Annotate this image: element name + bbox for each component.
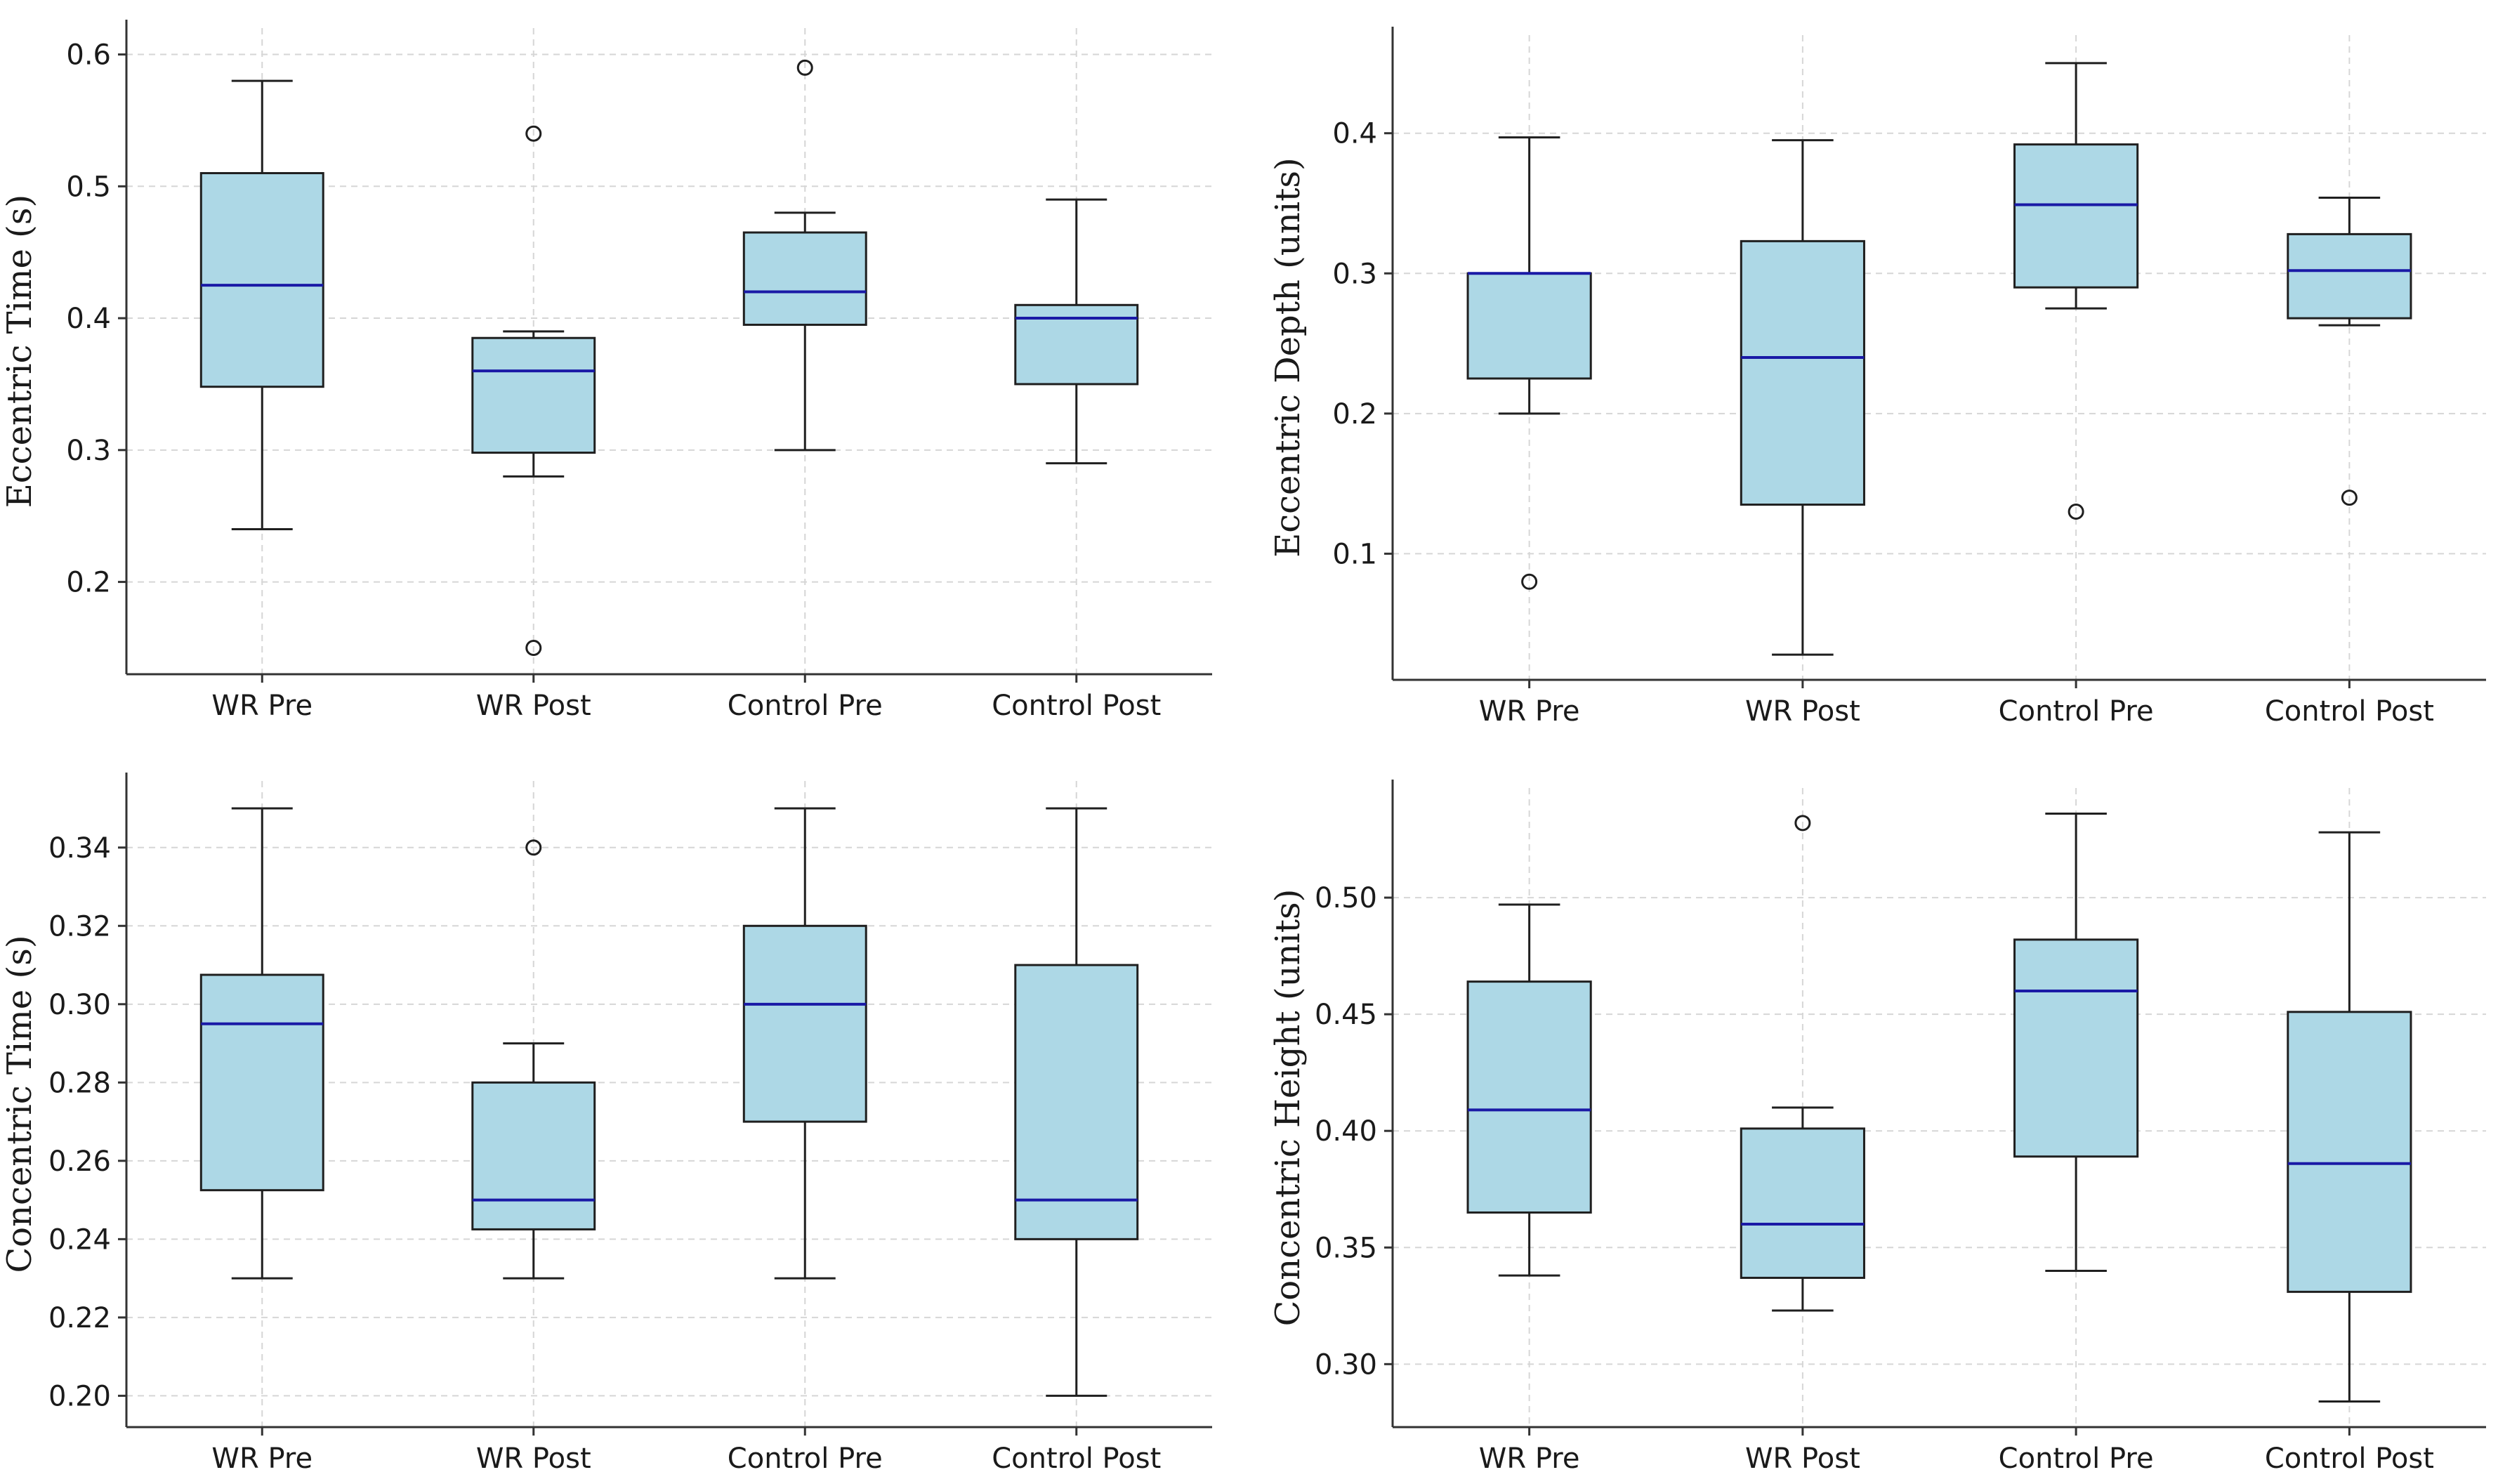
y-tick-label: 0.24 (48, 1223, 111, 1256)
y-tick-label: 0.40 (1315, 1115, 1377, 1148)
y-tick-label: 0.30 (1315, 1348, 1377, 1381)
outlier-point (1794, 815, 1811, 832)
y-tick-label: 0.30 (48, 989, 111, 1021)
y-tick-label: 0.34 (48, 832, 111, 865)
y-tick-label: 0.50 (1315, 882, 1377, 914)
outlier-point (525, 125, 542, 142)
x-tick-label: Control Pre (1999, 1443, 2154, 1475)
x-tick-label: Control Post (992, 1443, 1161, 1475)
box-iqr (1740, 1127, 1865, 1279)
x-tick-label: WR Pre (1479, 695, 1580, 728)
y-tick-label: 0.20 (48, 1380, 111, 1412)
x-tick-label: WR Pre (1479, 1443, 1580, 1475)
outlier-point (2068, 504, 2084, 520)
box-iqr (2013, 143, 2139, 289)
box-iqr (471, 1081, 596, 1230)
outlier-point (525, 839, 542, 856)
x-tick-label: Control Pre (728, 1443, 883, 1475)
box-iqr (471, 336, 596, 454)
y-axis-title: Eccentric Depth (units) (1268, 157, 1308, 557)
x-tick-label: Control Post (2265, 695, 2434, 728)
y-tick-label: 0.22 (48, 1302, 111, 1334)
box-iqr (742, 231, 867, 326)
y-tick-label: 0.6 (66, 39, 111, 72)
panel-eccentric-time: 0.2 0.3 0.4 0.5 0.6 WR Pre WR Post Control Pre C… (0, 20, 1212, 722)
box-iqr (199, 172, 324, 388)
x-tick-label: Control Post (2265, 1443, 2434, 1475)
x-tick-label: WR Pre (211, 1443, 313, 1475)
y-tick-label: 0.5 (66, 171, 111, 203)
box-iqr (742, 924, 867, 1123)
y-tick-label: 0.45 (1315, 999, 1377, 1031)
y-tick-label: 0.3 (1332, 258, 1377, 290)
y-tick-label: 0.32 (48, 910, 111, 943)
panel-eccentric-depth: 0.1 0.2 0.3 0.4 WR Pre WR Post Control Pre Cont… (1268, 27, 2486, 728)
y-tick-label: 0.26 (48, 1145, 111, 1178)
outlier-point (1521, 573, 1538, 590)
box-iqr (1740, 239, 1865, 506)
box-iqr (2287, 232, 2412, 320)
box-iqr (2287, 1011, 2412, 1293)
box-iqr (2013, 938, 2139, 1158)
box-iqr (199, 973, 324, 1192)
panel-concentric-height: 0.30 0.35 0.40 0.45 0.50 WR Pre WR Post Control… (1268, 780, 2486, 1475)
x-tick-label: WR Pre (211, 690, 313, 722)
box-iqr (1014, 964, 1139, 1240)
y-tick-label: 0.4 (66, 303, 111, 335)
y-tick-label: 0.28 (48, 1067, 111, 1099)
x-tick-label: Control Pre (1999, 695, 2154, 728)
y-tick-label: 0.2 (66, 567, 111, 599)
y-axis-title: Concentric Height (units) (1268, 889, 1308, 1327)
box-iqr (1466, 980, 1592, 1214)
box-iqr (1466, 272, 1592, 380)
outlier-point (525, 639, 542, 656)
outlier-point (2341, 490, 2358, 506)
y-axis-title: Concentric Time (s) (0, 935, 39, 1273)
x-tick-label: WR Post (1745, 695, 1860, 728)
x-tick-label: WR Post (1745, 1443, 1860, 1475)
y-tick-label: 0.35 (1315, 1232, 1377, 1264)
outlier-point (796, 59, 813, 76)
y-axis-title: Eccentric Time (s) (0, 195, 39, 508)
y-tick-label: 0.1 (1332, 538, 1377, 570)
x-tick-label: Control Post (992, 690, 1161, 722)
y-tick-label: 0.2 (1332, 398, 1377, 431)
y-tick-label: 0.4 (1332, 118, 1377, 150)
x-tick-label: WR Post (476, 1443, 591, 1475)
panel-concentric-time: 0.20 0.22 0.24 0.26 0.28 0.30 0.32 0.34 WR Pre WR… (0, 773, 1212, 1475)
x-tick-label: WR Post (476, 690, 591, 722)
x-tick-label: Control Pre (728, 690, 883, 722)
y-tick-label: 0.3 (66, 435, 111, 467)
